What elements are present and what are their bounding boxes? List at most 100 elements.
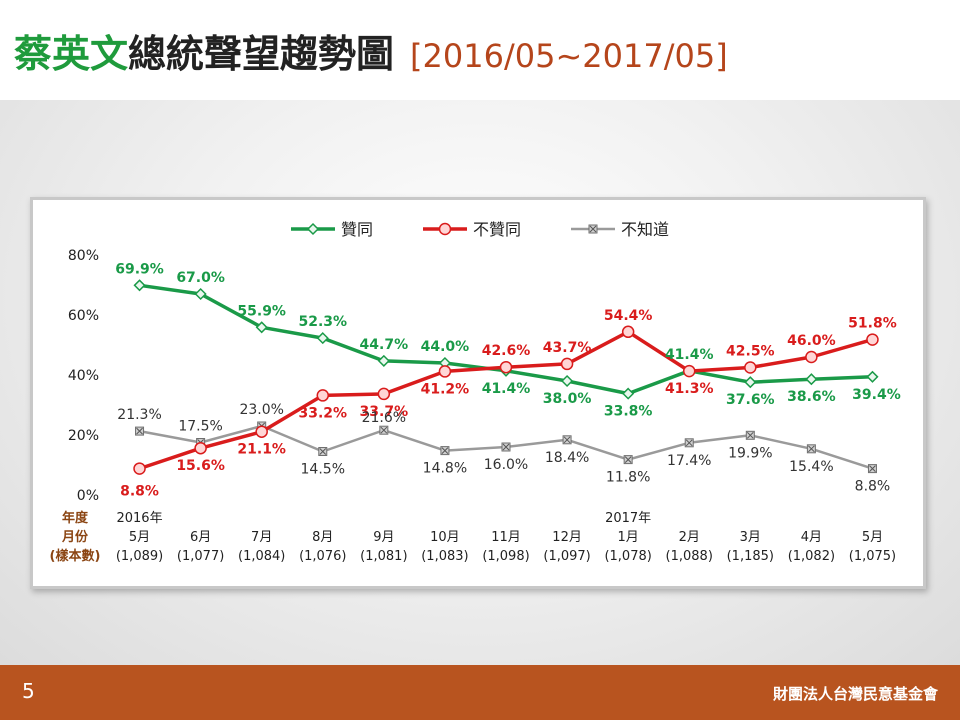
- data-point: [194, 441, 207, 455]
- data-label: 15.4%: [789, 459, 833, 475]
- slide-title: 蔡英文總統聲望趨勢圖 [2016/05~2017/05]: [14, 30, 728, 80]
- x-tick-sample: (1,089): [116, 549, 163, 564]
- data-point: [744, 376, 757, 389]
- x-tick-year: 2016年: [116, 511, 162, 526]
- x-tick-sample: (1,081): [360, 549, 407, 564]
- data-point-cross: [869, 465, 876, 472]
- data-point-cross: [441, 447, 449, 454]
- data-label: 8.8%: [855, 479, 891, 495]
- y-tick-label: 60%: [68, 308, 99, 324]
- data-label: 42.6%: [482, 343, 531, 359]
- data-point: [682, 364, 696, 378]
- data-point: [866, 370, 879, 383]
- legend-marker: [306, 222, 320, 236]
- y-tick-label: 80%: [68, 248, 99, 264]
- x-row-label: 年度: [62, 510, 89, 526]
- data-label: 38.0%: [543, 391, 592, 407]
- chart-frame: 0% 20% 40% 60% 80% 2016年 5月 (1,089) 6月 (1,077) 7月 (…: [30, 197, 926, 589]
- page-number: 5: [22, 679, 35, 703]
- y-tick-label: 0%: [77, 488, 99, 504]
- data-label: 67.0%: [176, 270, 225, 286]
- x-tick-sample: (1,078): [604, 549, 651, 564]
- x-tick-month: 1月: [618, 530, 639, 545]
- data-label: 69.9%: [115, 261, 164, 277]
- x-tick-sample: (1,082): [788, 549, 835, 564]
- x-tick-month: 11月: [491, 530, 521, 545]
- data-point: [805, 350, 818, 364]
- data-point: [255, 425, 268, 438]
- data-label: 33.7%: [360, 404, 409, 420]
- legend-marker: [438, 222, 452, 236]
- x-tick-sample: (1,088): [666, 549, 713, 564]
- data-label: 44.7%: [360, 337, 409, 353]
- data-point-cross: [808, 445, 815, 453]
- data-label: 15.6%: [176, 458, 225, 474]
- data-label: 17.5%: [178, 419, 222, 435]
- slide-footer: 5 財團法人台灣民意基金會: [0, 665, 960, 720]
- x-tick-month: 4月: [801, 530, 822, 545]
- data-label: 37.6%: [726, 392, 775, 408]
- data-point: [377, 387, 391, 401]
- data-label: 44.0%: [421, 339, 470, 355]
- data-point-cross: [685, 439, 693, 447]
- data-point: [622, 387, 635, 400]
- title-date-range: [2016/05~2017/05]: [410, 37, 728, 75]
- data-label: 41.3%: [665, 381, 714, 397]
- data-label: 21.6%: [362, 410, 406, 426]
- data-label: 38.6%: [787, 389, 836, 405]
- data-point: [133, 279, 146, 292]
- slide-header: 蔡英文總統聲望趨勢圖 [2016/05~2017/05]: [0, 0, 960, 100]
- y-tick-label: 40%: [68, 368, 99, 384]
- data-point: [255, 321, 268, 334]
- legend-label: 贊同: [341, 220, 373, 239]
- data-point: [316, 332, 329, 345]
- data-label: 52.3%: [298, 314, 347, 330]
- data-label: 21.1%: [237, 442, 286, 458]
- data-point-cross: [136, 427, 143, 435]
- x-tick-month: 3月: [740, 530, 761, 545]
- data-point: [866, 333, 879, 346]
- x-tick-sample: (1,084): [238, 549, 285, 564]
- data-label: 23.0%: [239, 402, 283, 418]
- data-point: [560, 357, 574, 371]
- data-point: [805, 373, 818, 386]
- x-tick-sample: (1,083): [421, 549, 468, 564]
- x-tick-year: 2017年: [605, 511, 651, 526]
- data-label: 41.2%: [421, 381, 470, 397]
- legend-label: 不知道: [621, 220, 669, 239]
- data-label: 51.8%: [848, 316, 897, 332]
- data-label: 46.0%: [787, 333, 836, 349]
- x-row-label: (樣本數): [50, 548, 101, 564]
- data-label: 43.7%: [543, 340, 592, 356]
- series-line-0: [139, 283, 873, 396]
- x-tick-sample: (1,098): [482, 549, 529, 564]
- data-label: 16.0%: [484, 457, 528, 473]
- data-point: [194, 287, 207, 301]
- x-tick-month: 10月: [430, 530, 460, 545]
- x-tick-sample: (1,075): [849, 549, 896, 564]
- data-point-cross: [624, 456, 632, 463]
- x-tick-sample: (1,185): [727, 549, 774, 564]
- data-point-cross: [319, 448, 327, 455]
- data-label: 17.4%: [667, 453, 711, 469]
- x-tick-month: 9月: [373, 530, 394, 545]
- data-label: 42.5%: [726, 344, 775, 360]
- data-label: 41.4%: [482, 381, 531, 397]
- x-tick-month: 6月: [190, 530, 211, 545]
- approval-trend-chart: 0% 20% 40% 60% 80% 2016年 5月 (1,089) 6月 (1,077) 7月 (…: [50, 220, 901, 564]
- x-tick-month: 12月: [552, 530, 582, 545]
- x-tick-month: 8月: [312, 530, 333, 545]
- legend-label: 不贊同: [473, 220, 521, 239]
- data-point: [561, 374, 574, 388]
- title-name: 蔡英文: [14, 32, 129, 76]
- data-label: 41.4%: [665, 347, 714, 363]
- x-tick-sample: (1,077): [177, 549, 224, 564]
- data-label: 18.4%: [545, 450, 589, 466]
- data-label: 11.8%: [606, 470, 650, 486]
- data-point-cross: [502, 443, 510, 451]
- data-label: 14.8%: [423, 461, 467, 477]
- organization-name: 財團法人台灣民意基金會: [772, 685, 938, 703]
- legend-marker-cross: [589, 225, 597, 233]
- data-point: [621, 325, 635, 339]
- data-point: [438, 365, 452, 378]
